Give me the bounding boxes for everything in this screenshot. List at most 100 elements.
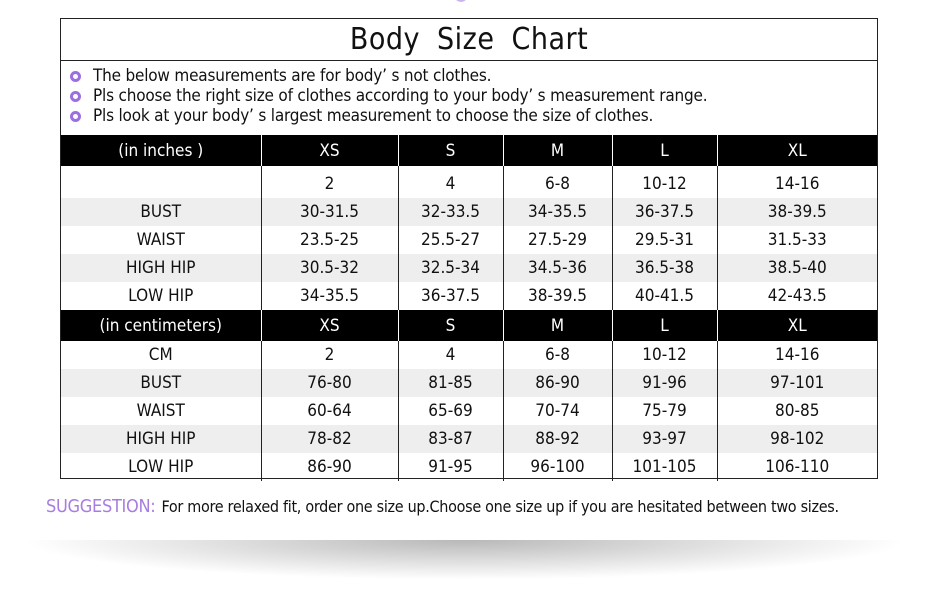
table-row: CM 2 4 6-8 10-12 14-16 — [61, 341, 877, 369]
header-cell: S — [397, 310, 503, 341]
table-cell: 65-69 — [397, 397, 503, 425]
table-cell: 34.5-36 — [502, 254, 612, 282]
table-cell: 30-31.5 — [260, 198, 398, 226]
header-cell: (in inches ) — [61, 135, 261, 166]
table-cell: 91-95 — [397, 453, 503, 481]
note-item: The below measurements are for body’ s n… — [70, 66, 877, 86]
table-row: 2 4 6-8 10-12 14-16 — [61, 166, 877, 198]
table-cell: 78-82 — [260, 425, 398, 453]
table-row: WAIST 60-64 65-69 70-74 75-79 80-85 — [61, 397, 877, 425]
table-cell: 38.5-40 — [716, 254, 877, 282]
table-cell: 38-39.5 — [502, 282, 612, 310]
table-cell: 96-100 — [502, 453, 612, 481]
header-cell: XS — [260, 310, 398, 341]
table-cell: 81-85 — [397, 369, 503, 397]
note-text: Pls look at your body’ s largest measure… — [93, 106, 654, 126]
table-cell: 6-8 — [502, 166, 612, 198]
table-cell: 70-74 — [502, 397, 612, 425]
note-text: Pls choose the right size of clothes acc… — [93, 86, 708, 106]
table-cell: 2 — [260, 341, 398, 369]
row-label: HIGH HIP — [61, 425, 261, 453]
table-cell: 27.5-29 — [502, 226, 612, 254]
table-cell: 83-87 — [397, 425, 503, 453]
table-cell: 2 — [260, 166, 398, 198]
table-row: HIGH HIP 78-82 83-87 88-92 93-97 98-102 — [61, 425, 877, 453]
table-cell: 29.5-31 — [611, 226, 717, 254]
table-row: LOW HIP 86-90 91-95 96-100 101-105 106-110 — [61, 453, 877, 481]
row-label: CM — [148, 345, 173, 365]
note-text: The below measurements are for body’ s n… — [93, 66, 492, 86]
table-cell: 4 — [397, 166, 503, 198]
suggestion-text: For more relaxed fit, order one size up.… — [161, 497, 839, 516]
table-cell: 40-41.5 — [611, 282, 717, 310]
row-label: HIGH HIP — [61, 254, 261, 282]
table-cell: 86-90 — [260, 453, 398, 481]
table-cell: 36.5-38 — [611, 254, 717, 282]
header-cell: L — [611, 135, 717, 166]
row-label — [61, 166, 261, 198]
table-cell: 38-39.5 — [716, 198, 877, 226]
table-cell: 10-12 — [611, 166, 717, 198]
header-cell: XS — [260, 135, 398, 166]
table-row: WAIST 23.5-25 25.5-27 27.5-29 29.5-31 31.5-33 — [61, 226, 877, 254]
table-cell: 32.5-34 — [397, 254, 503, 282]
table-cell: 86-90 — [502, 369, 612, 397]
table-cell: 6-8 — [502, 341, 612, 369]
header-cell: M — [502, 135, 612, 166]
row-label: WAIST — [136, 401, 185, 421]
header-cell: (in centimeters) — [61, 310, 261, 341]
table-cell: 23.5-25 — [260, 226, 398, 254]
row-label: WAIST — [136, 230, 185, 250]
table-cell: 76-80 — [260, 369, 398, 397]
cm-header-row: (in centimeters) XS S M L XL — [61, 310, 877, 341]
table-cell: 31.5-33 — [716, 226, 877, 254]
header-cell: M — [502, 310, 612, 341]
table-cell: 93-97 — [611, 425, 717, 453]
shadow-decoration — [20, 540, 910, 580]
table-row: BUST 30-31.5 32-33.5 34-35.5 36-37.5 38-39.5 — [61, 198, 877, 226]
circle-bullet-icon — [70, 70, 81, 82]
table-cell: 4 — [397, 341, 503, 369]
decorative-mark — [455, 0, 467, 2]
suggestion-label: SUGGESTION: — [46, 496, 156, 517]
row-label: BUST — [61, 198, 261, 226]
table-cell: 42-43.5 — [716, 282, 877, 310]
table-cell: 36-37.5 — [397, 282, 503, 310]
table-cell: 14-16 — [716, 166, 877, 198]
inches-header-row: (in inches ) XS S M L XL — [61, 135, 877, 166]
note-item: Pls choose the right size of clothes acc… — [70, 86, 877, 106]
size-table: (in inches ) XS S M L XL 2 4 6-8 10-12 14-16 BUST 30… — [61, 135, 877, 481]
note-item: Pls look at your body’ s largest measure… — [70, 106, 877, 126]
table-row: BUST 76-80 81-85 86-90 91-96 97-101 — [61, 369, 877, 397]
table-cell: 36-37.5 — [611, 198, 717, 226]
table-row: LOW HIP 34-35.5 36-37.5 38-39.5 40-41.5 42-43… — [61, 282, 877, 310]
header-cell: XL — [716, 310, 877, 341]
header-cell: L — [611, 310, 717, 341]
suggestion: SUGGESTION: For more relaxed fit, order o… — [46, 496, 839, 517]
table-cell: 101-105 — [611, 453, 717, 481]
table-cell: 106-110 — [716, 453, 877, 481]
table-cell: 14-16 — [716, 341, 877, 369]
header-cell: XL — [716, 135, 877, 166]
row-label: BUST — [61, 369, 261, 397]
table-cell: 10-12 — [611, 341, 717, 369]
table-cell: 60-64 — [260, 397, 398, 425]
row-label: LOW HIP — [128, 286, 194, 306]
table-cell: 25.5-27 — [397, 226, 503, 254]
table-cell: 97-101 — [716, 369, 877, 397]
table-cell: 34-35.5 — [502, 198, 612, 226]
table-cell: 98-102 — [716, 425, 877, 453]
table-cell: 32-33.5 — [397, 198, 503, 226]
table-cell: 34-35.5 — [260, 282, 398, 310]
header-cell: S — [397, 135, 503, 166]
table-cell: 30.5-32 — [260, 254, 398, 282]
chart-title: Body Size Chart — [61, 19, 877, 61]
notes-list: The below measurements are for body’ s n… — [61, 61, 877, 135]
row-label: LOW HIP — [128, 457, 194, 477]
table-cell: 91-96 — [611, 369, 717, 397]
table-cell: 75-79 — [611, 397, 717, 425]
table-cell: 88-92 — [502, 425, 612, 453]
circle-bullet-icon — [70, 90, 81, 102]
size-chart: Body Size Chart The below measurements a… — [60, 18, 878, 481]
circle-bullet-icon — [70, 110, 81, 122]
